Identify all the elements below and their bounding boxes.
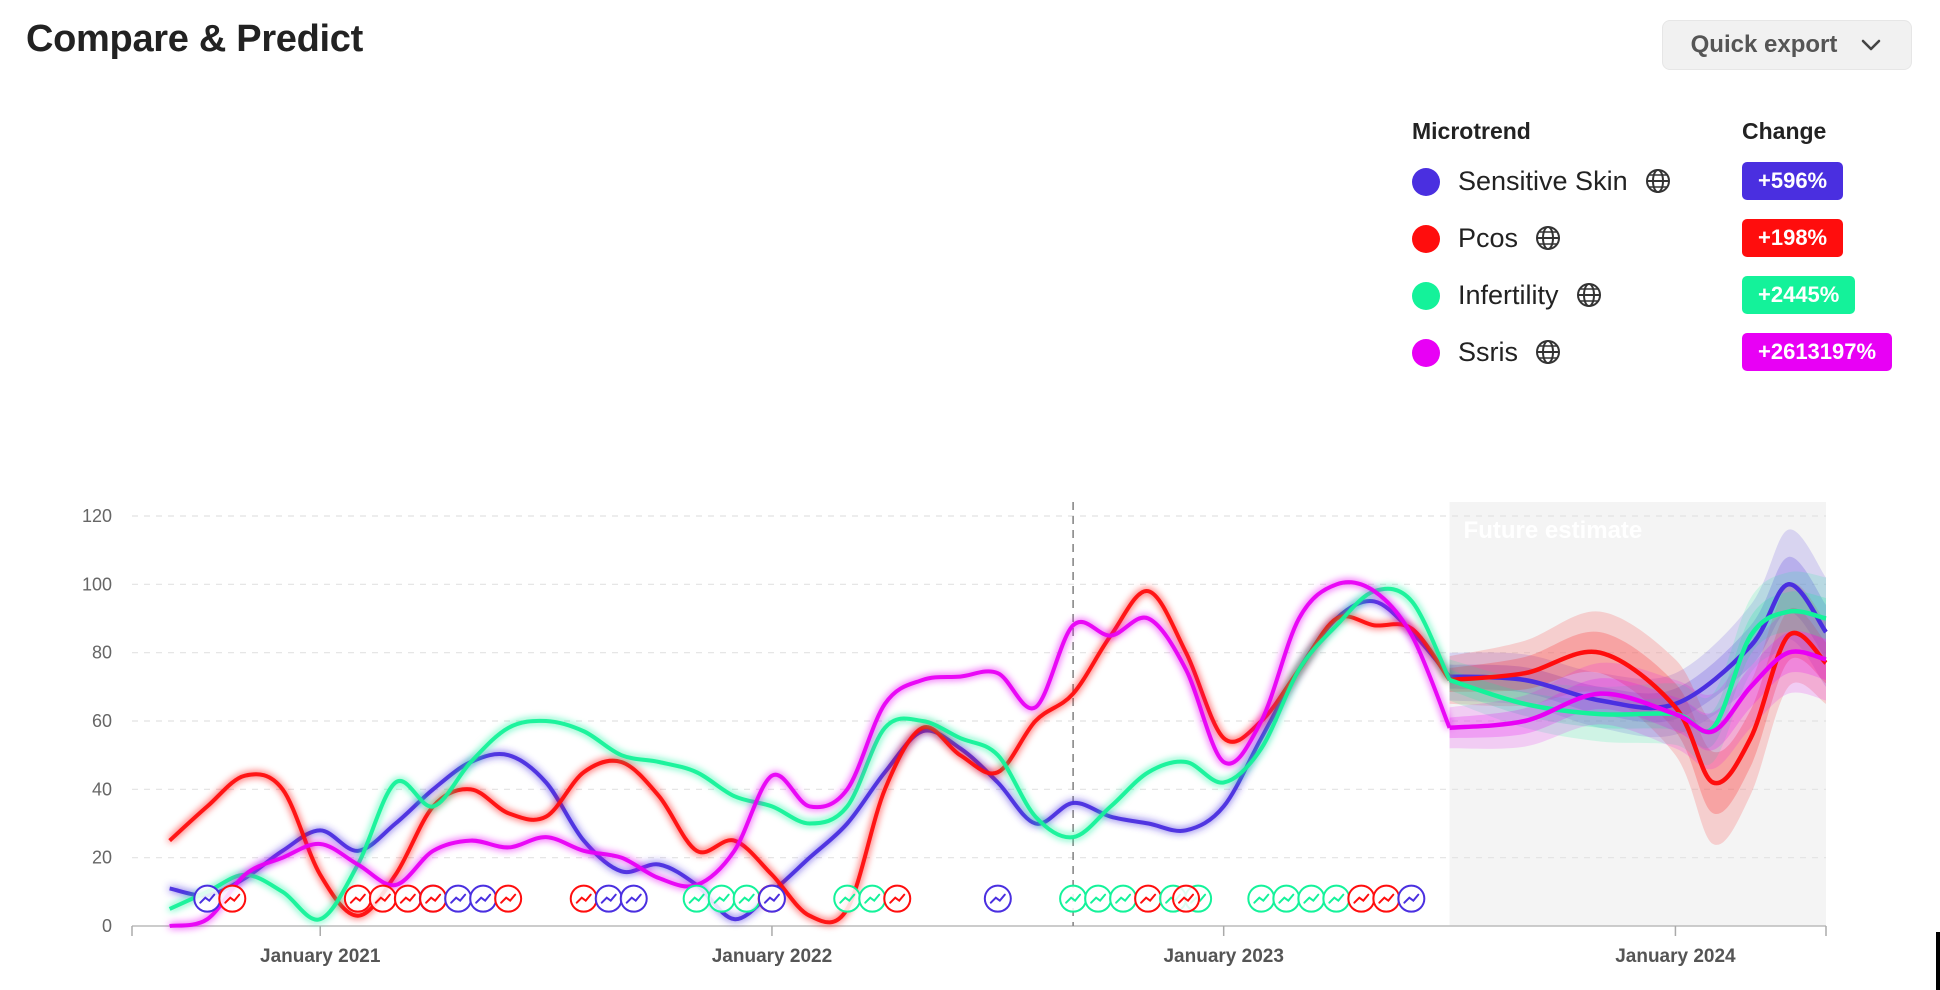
trend-icon: [763, 893, 780, 904]
quick-export-label: Quick export: [1690, 31, 1838, 58]
edge-marker: [1936, 932, 1940, 990]
trend-icon: [425, 893, 442, 904]
y-tick-label: 0: [102, 916, 112, 936]
trend-icon: [500, 893, 517, 904]
series-line-infertility: [168, 586, 1452, 922]
trend-icon: [374, 893, 391, 904]
trend-icon: [1403, 893, 1420, 904]
legend-color-dot: [1412, 339, 1440, 367]
x-tick-label: January 2022: [712, 946, 832, 967]
globe-icon[interactable]: [1534, 224, 1562, 252]
series-line-sensitive-skin: [169, 599, 1452, 922]
change-badge: +198%: [1742, 219, 1844, 257]
legend-item-sensitive-skin[interactable]: Sensitive Skin +596%: [1412, 160, 1912, 204]
y-tick-label: 20: [92, 848, 112, 868]
trend-icon: [889, 893, 906, 904]
change-badge: +596%: [1742, 162, 1844, 200]
legend-color-dot: [1412, 168, 1440, 196]
x-tick-label: January 2021: [260, 946, 381, 967]
y-tick-label: 40: [92, 779, 112, 799]
legend-item-label: Sensitive Skin: [1458, 166, 1672, 197]
trend-icon: [989, 893, 1006, 904]
trend-icon: [1253, 893, 1270, 904]
legend-color-dot: [1412, 225, 1440, 253]
legend-item-label: Ssris: [1458, 337, 1562, 368]
legend-item-label: Infertility: [1458, 280, 1603, 311]
legend-item-label: Pcos: [1458, 223, 1562, 254]
globe-icon[interactable]: [1534, 338, 1562, 366]
trend-icon: [450, 893, 467, 904]
trend-chart: 0 20 40 60 80 100 120 January 2021 January 2022 J…: [82, 502, 1828, 967]
series-line-ssris: [169, 580, 1452, 928]
trend-icon: [864, 893, 881, 904]
legend-header-microtrend: Microtrend: [1412, 118, 1531, 144]
trend-icon: [1378, 893, 1395, 904]
trend-icon: [349, 893, 366, 904]
trend-icon: [713, 893, 730, 904]
change-badge: +2613197%: [1742, 333, 1893, 371]
forecast-line-pcos: [1449, 630, 1828, 786]
forecast-line-sensitive-skin: [1449, 582, 1828, 711]
globe-icon[interactable]: [1575, 281, 1603, 309]
globe-icon[interactable]: [1644, 167, 1672, 195]
forecast-band-inner: [1449, 631, 1826, 751]
legend-item-ssris[interactable]: Ssris +2613197%: [1412, 331, 1912, 375]
trend-icon: [399, 893, 416, 904]
trend-icon: [1065, 893, 1082, 904]
trend-icon: [1303, 893, 1320, 904]
change-badge: +2445%: [1742, 276, 1856, 314]
trend-icon: [1140, 893, 1157, 904]
trend-icon: [738, 893, 755, 904]
trend-icon: [224, 893, 241, 904]
trend-icon: [839, 893, 856, 904]
forecast-line-ssris: [1449, 649, 1827, 735]
quick-export-button[interactable]: Quick export: [1662, 20, 1912, 70]
trend-icon: [1278, 893, 1295, 904]
trend-icon: [600, 893, 617, 904]
x-tick-label: January 2023: [1163, 946, 1283, 967]
chevron-down-icon: [1862, 39, 1881, 51]
future-estimate-label: Future estimate: [1464, 517, 1643, 544]
forecast-band-outer: [1449, 610, 1826, 770]
trend-icon: [1328, 893, 1345, 904]
trend-icon: [575, 893, 592, 904]
x-tick-label: January 2024: [1615, 946, 1736, 967]
legend-color-dot: [1412, 282, 1440, 310]
legend-header-change: Change: [1742, 118, 1827, 144]
trend-icon: [475, 893, 492, 904]
y-tick-label: 80: [92, 643, 112, 663]
trend-icon: [625, 893, 642, 904]
y-tick-label: 100: [82, 574, 112, 594]
trend-icon: [1353, 893, 1370, 904]
trend-icon: [688, 893, 705, 904]
forecast-band-inner: [1449, 607, 1826, 815]
page-title: Compare & Predict: [26, 18, 363, 60]
legend-item-pcos[interactable]: Pcos +198%: [1412, 217, 1912, 261]
trend-icon: [1115, 893, 1132, 904]
y-tick-label: 120: [82, 506, 112, 526]
legend-item-infertility[interactable]: Infertility +2445%: [1412, 274, 1912, 318]
y-tick-label: 60: [92, 711, 112, 731]
trend-icon: [1090, 893, 1107, 904]
trend-icon: [199, 893, 216, 904]
trend-icon: [1178, 893, 1195, 904]
